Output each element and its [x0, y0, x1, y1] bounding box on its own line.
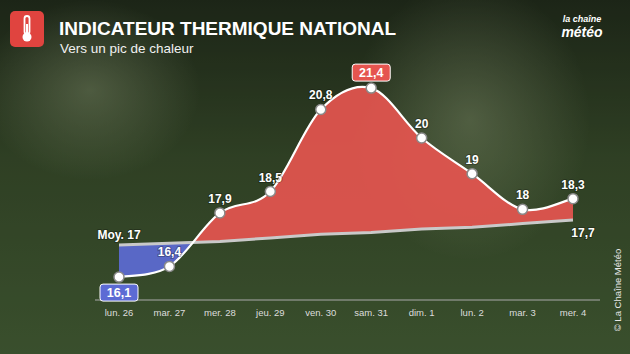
x-axis-line: [95, 299, 600, 300]
data-label: 20: [415, 117, 429, 131]
icon-mercury: [26, 24, 28, 36]
data-label: 19: [465, 153, 479, 167]
data-label: 20,8: [309, 88, 333, 102]
page: {"chart_data": { "type": "line", "title"…: [0, 0, 630, 354]
icon-box: [10, 11, 44, 47]
point: [265, 187, 275, 197]
background: [0, 0, 630, 354]
max-label-box: [352, 64, 390, 81]
title: INDICATEUR THERMIQUE NATIONAL: [59, 18, 396, 39]
point: [366, 83, 376, 93]
x-tick-label: mar. 3: [509, 307, 535, 318]
data-label: 18,5: [259, 171, 283, 185]
data-label: 18,3: [561, 178, 585, 192]
area-above-group: [119, 87, 573, 277]
data-label: 18: [516, 188, 530, 202]
area-below-group: [119, 87, 573, 277]
x-tick-label: sam. 31: [354, 307, 388, 318]
point: [467, 169, 477, 179]
area-above-average: [119, 87, 573, 277]
area-below-average: [119, 87, 573, 277]
data-label: 16,4: [158, 245, 182, 259]
average-label: Moy. 17: [97, 228, 140, 242]
x-tick-label: mar. 27: [154, 307, 186, 318]
temperature-line: [119, 87, 573, 277]
data-label: 17,9: [208, 192, 232, 206]
point: [316, 104, 326, 114]
data-label: 21,4: [359, 66, 383, 80]
logo-text: météo: [561, 24, 603, 40]
x-tick-label: mer. 4: [560, 307, 586, 318]
thermometer-icon: [10, 11, 44, 47]
x-tick-label: jeu. 29: [255, 307, 285, 318]
copyright: © La Chaîne Météo: [612, 249, 623, 332]
min-label-box: [100, 284, 138, 301]
point: [114, 272, 124, 282]
x-tick-label: ven. 30: [305, 307, 336, 318]
chart-container: INDICATEUR THERMIQUE NATIONAL Vers un pic…: [0, 0, 630, 354]
point: [417, 133, 427, 143]
x-tick-label: lun. 2: [460, 307, 483, 318]
x-tick-label: mer. 28: [204, 307, 236, 318]
point: [164, 261, 174, 271]
average-label: 17,7: [571, 226, 595, 240]
x-tick-label: dim. 1: [409, 307, 435, 318]
chart-svg: INDICATEUR THERMIQUE NATIONAL Vers un pic…: [0, 0, 630, 354]
point: [518, 204, 528, 214]
logo-text: la chaîne: [563, 14, 602, 24]
plot-area: [114, 83, 578, 282]
data-label: 16,1: [107, 286, 131, 300]
point: [568, 194, 578, 204]
x-tick-label: lun. 26: [105, 307, 134, 318]
background-dim: [0, 0, 630, 354]
average-line: [119, 220, 573, 245]
point: [215, 208, 225, 218]
subtitle: Vers un pic de chaleur: [60, 41, 194, 56]
